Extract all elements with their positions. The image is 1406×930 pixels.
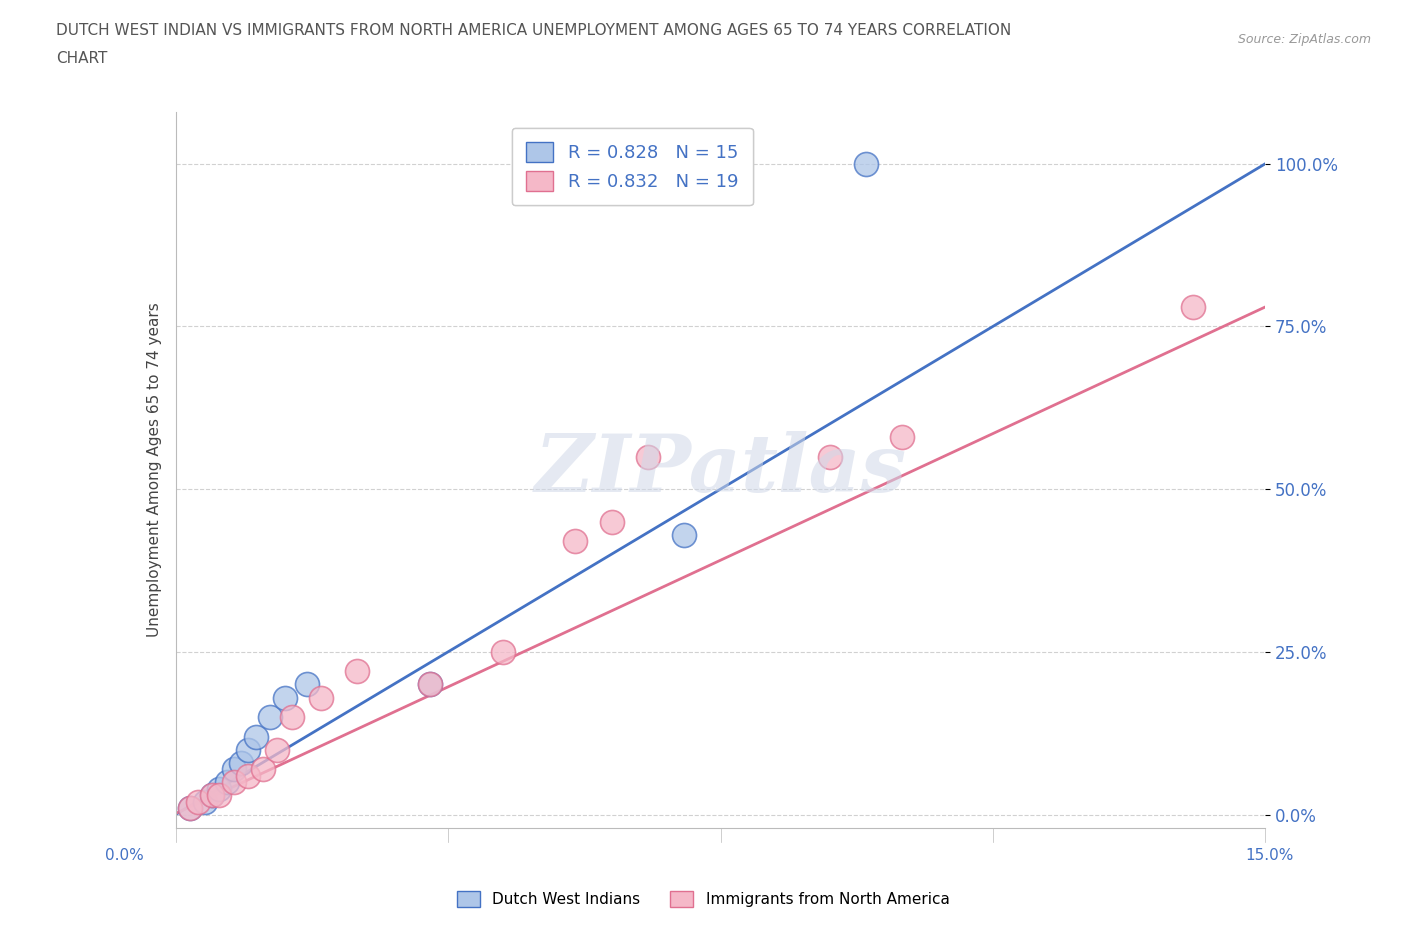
- Point: [673, 527, 696, 542]
- Point: [295, 677, 318, 692]
- Legend: Dutch West Indians, Immigrants from North America: Dutch West Indians, Immigrants from Nort…: [450, 884, 956, 913]
- Point: [238, 742, 260, 757]
- Point: [281, 710, 304, 724]
- Point: [208, 788, 231, 803]
- Point: [259, 710, 281, 724]
- Point: [419, 677, 441, 692]
- Point: [600, 514, 623, 529]
- Text: Source: ZipAtlas.com: Source: ZipAtlas.com: [1237, 33, 1371, 46]
- Text: 15.0%: 15.0%: [1246, 848, 1294, 863]
- Text: 0.0%: 0.0%: [105, 848, 145, 863]
- Point: [309, 690, 332, 705]
- Point: [222, 762, 245, 777]
- Point: [855, 156, 877, 171]
- Text: DUTCH WEST INDIAN VS IMMIGRANTS FROM NORTH AMERICA UNEMPLOYMENT AMONG AGES 65 TO: DUTCH WEST INDIAN VS IMMIGRANTS FROM NOR…: [56, 23, 1011, 38]
- Point: [637, 449, 659, 464]
- Point: [1181, 299, 1204, 314]
- Point: [419, 677, 441, 692]
- Point: [252, 762, 274, 777]
- Point: [245, 729, 267, 744]
- Point: [179, 801, 201, 816]
- Point: [266, 742, 288, 757]
- Point: [194, 794, 217, 809]
- Point: [231, 755, 253, 770]
- Point: [818, 449, 841, 464]
- Legend: R = 0.828   N = 15, R = 0.832   N = 19: R = 0.828 N = 15, R = 0.832 N = 19: [512, 127, 752, 206]
- Point: [215, 775, 238, 790]
- Text: CHART: CHART: [56, 51, 108, 66]
- Point: [891, 430, 914, 445]
- Point: [201, 788, 224, 803]
- Point: [346, 664, 368, 679]
- Point: [492, 644, 515, 659]
- Y-axis label: Unemployment Among Ages 65 to 74 years: Unemployment Among Ages 65 to 74 years: [146, 302, 162, 637]
- Point: [186, 794, 209, 809]
- Point: [274, 690, 297, 705]
- Point: [179, 801, 201, 816]
- Point: [564, 534, 586, 549]
- Point: [238, 768, 260, 783]
- Point: [208, 781, 231, 796]
- Text: ZIPatlas: ZIPatlas: [534, 431, 907, 509]
- Point: [222, 775, 245, 790]
- Point: [201, 788, 224, 803]
